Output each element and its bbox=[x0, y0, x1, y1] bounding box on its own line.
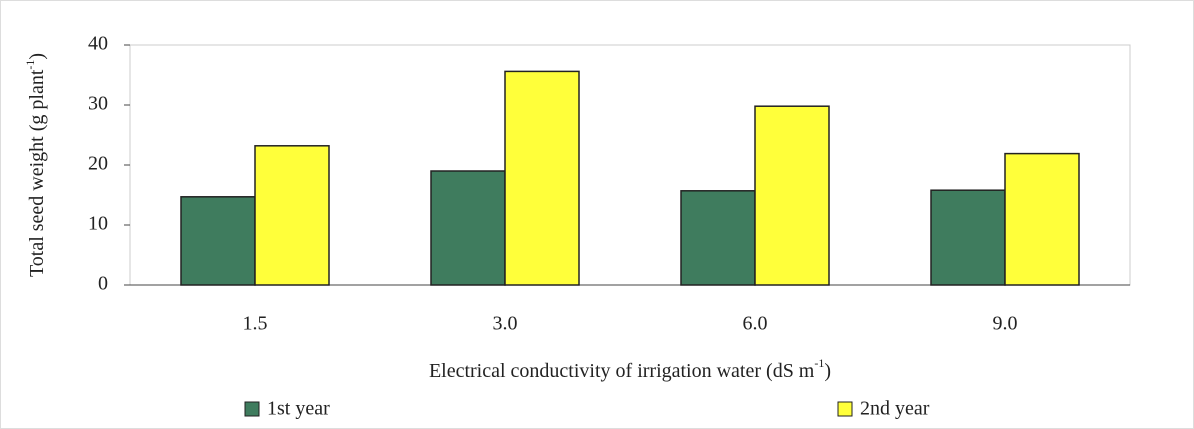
bar bbox=[504, 70, 580, 286]
legend-swatch bbox=[244, 401, 260, 417]
bar bbox=[930, 189, 1006, 286]
legend-label: 2nd year bbox=[860, 398, 930, 420]
bar bbox=[180, 196, 256, 286]
y-axis-title-sup: -1 bbox=[23, 60, 37, 70]
x-tick-label: 9.0 bbox=[993, 313, 1018, 335]
y-axis-title: Total seed weight (g plant-1) bbox=[23, 53, 48, 277]
y-tick-label: 20 bbox=[88, 153, 108, 175]
bar bbox=[680, 190, 756, 286]
y-tick-label: 10 bbox=[88, 213, 108, 235]
y-tick-label: 0 bbox=[98, 273, 108, 295]
x-tick-label: 3.0 bbox=[493, 313, 518, 335]
legend-swatch bbox=[837, 401, 853, 417]
bar bbox=[254, 145, 330, 286]
y-tick-label: 30 bbox=[88, 93, 108, 115]
x-axis-title-main: Electrical conductivity of irrigation wa… bbox=[429, 360, 815, 382]
x-tick-label: 1.5 bbox=[243, 313, 268, 335]
x-axis-title-end: ) bbox=[824, 360, 831, 382]
legend-label: 1st year bbox=[267, 398, 330, 420]
bar bbox=[1004, 152, 1080, 286]
x-axis-title: Electrical conductivity of irrigation wa… bbox=[429, 356, 831, 382]
y-axis-title-end: ) bbox=[26, 53, 48, 60]
y-tick-label: 40 bbox=[88, 33, 108, 55]
y-axis-title-main: Total seed weight (g plant bbox=[26, 69, 48, 277]
bar bbox=[430, 170, 506, 286]
x-axis-title-sup: -1 bbox=[814, 356, 824, 370]
x-tick-label: 6.0 bbox=[743, 313, 768, 335]
bar bbox=[754, 105, 830, 286]
